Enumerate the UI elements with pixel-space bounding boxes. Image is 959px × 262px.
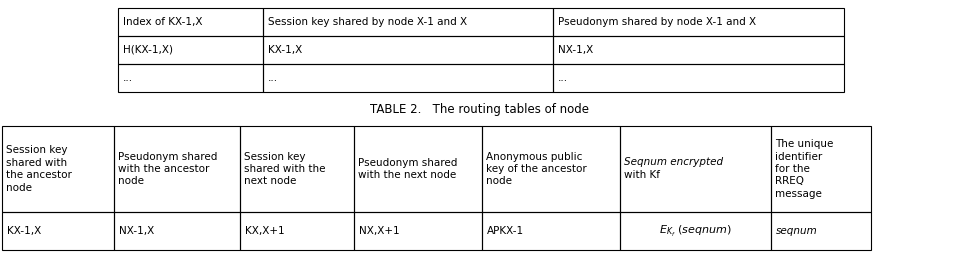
Bar [553,8,844,36]
Text: ...: ... [268,73,278,83]
Bar [263,64,553,92]
Bar [2,212,114,250]
Bar [553,36,844,64]
Bar [354,126,482,212]
Text: Session key shared by node X-1 and X: Session key shared by node X-1 and X [268,17,467,27]
Bar [118,64,263,92]
Bar [354,212,482,250]
Text: Index of KX-1,X: Index of KX-1,X [123,17,202,27]
Text: $E_{K_f}\ (seqnum)$: $E_{K_f}\ (seqnum)$ [659,223,732,238]
Bar [263,8,553,36]
Bar [240,126,354,212]
Text: Session key
shared with the
next node: Session key shared with the next node [244,152,325,186]
Bar [240,212,354,250]
Text: KX-1,X: KX-1,X [7,226,41,236]
Text: H(KX-1,X): H(KX-1,X) [123,45,173,55]
Bar [2,126,114,212]
Bar [114,126,240,212]
Text: Seqnum encrypted: Seqnum encrypted [624,157,723,167]
Bar [553,64,844,92]
Text: Pseudonym shared by node X-1 and X: Pseudonym shared by node X-1 and X [558,17,756,27]
Bar [482,212,620,250]
Bar [771,126,871,212]
Text: NX,X+1: NX,X+1 [359,226,400,236]
Text: ...: ... [123,73,133,83]
Text: KX-1,X: KX-1,X [268,45,302,55]
Bar [771,212,871,250]
Bar [482,126,620,212]
Text: Pseudonym shared
with the ancestor
node: Pseudonym shared with the ancestor node [118,152,218,186]
Text: The unique
identifier
for the
RREQ
message: The unique identifier for the RREQ messa… [775,139,833,199]
Text: APKX-1: APKX-1 [487,226,525,236]
Text: Pseudonym shared
with the next node: Pseudonym shared with the next node [358,158,457,180]
Text: TABLE 2.   The routing tables of node: TABLE 2. The routing tables of node [370,103,590,117]
Text: KX,X+1: KX,X+1 [245,226,285,236]
Text: NX-1,X: NX-1,X [558,45,594,55]
Text: NX-1,X: NX-1,X [119,226,154,236]
Text: ...: ... [558,73,568,83]
Text: Anonymous public
key of the ancestor
node: Anonymous public key of the ancestor nod… [486,152,587,186]
Bar [620,126,771,212]
Bar [118,8,263,36]
Text: Session key
shared with
the ancestor
node: Session key shared with the ancestor nod… [6,145,72,193]
Text: seqnum: seqnum [776,226,818,236]
Bar [118,36,263,64]
Bar [263,36,553,64]
Bar [114,212,240,250]
Text: with Kf: with Kf [624,170,660,180]
Bar [620,212,771,250]
